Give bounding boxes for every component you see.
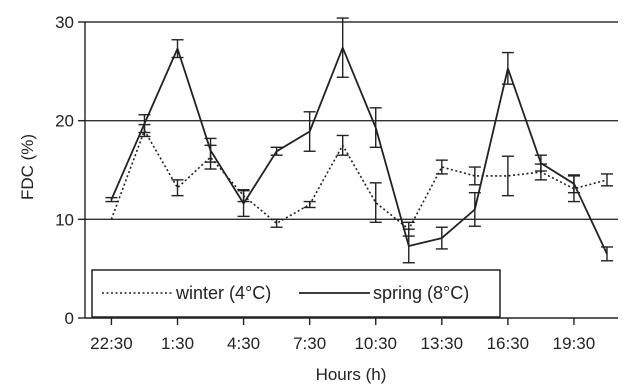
data-point-winter-5 (270, 218, 283, 228)
data-point-winter-15 (600, 173, 613, 187)
data-point-winter-12 (501, 155, 514, 197)
y-axis-label: FDC (%) (18, 134, 37, 200)
data-point-spring-11 (468, 191, 481, 227)
data-point-spring-2 (171, 39, 184, 59)
data-point-spring-10 (435, 226, 448, 250)
y-tick-label-20: 20 (55, 112, 74, 131)
data-point-winter-8 (369, 182, 382, 223)
data-point-spring-7 (336, 17, 349, 78)
data-point-spring-15 (600, 246, 613, 262)
data-point-spring-13 (534, 154, 547, 172)
y-tick-label-30: 30 (55, 13, 74, 32)
legend-label-spring: spring (8°C) (373, 283, 469, 303)
x-tick-label-7: 19:30 (553, 334, 596, 353)
legend-box (91, 269, 501, 318)
legend-label-winter: winter (4°C) (175, 283, 271, 303)
data-point-spring-14 (567, 174, 580, 194)
data-point-spring-9 (402, 228, 415, 264)
data-point-spring-1 (138, 114, 151, 134)
legend: winter (4°C) spring (8°C) (91, 269, 501, 318)
data-point-winter-10 (435, 159, 448, 175)
x-tick-label-3: 7:30 (293, 334, 326, 353)
y-tick-label-0: 0 (65, 309, 74, 328)
data-point-spring-6 (303, 111, 316, 152)
y-axis: 0 10 20 30 (55, 13, 86, 328)
x-tick-label-0: 22:30 (90, 334, 133, 353)
data-point-spring-5 (270, 146, 283, 156)
data-point-spring-3 (204, 137, 217, 163)
series-layer (105, 17, 613, 264)
data-point-winter-11 (468, 166, 481, 186)
x-tick-label-5: 13:30 (421, 334, 464, 353)
x-axis: 22:30 1:30 4:30 7:30 10:30 13:30 16:30 19:30 (85, 317, 618, 353)
data-point-winter-6 (303, 200, 316, 209)
x-axis-label: Hours (h) (316, 365, 387, 384)
series-line-winter (110, 129, 608, 230)
x-tick-label-4: 10:30 (354, 334, 397, 353)
x-tick-label-1: 1:30 (161, 334, 194, 353)
data-point-spring-4 (237, 190, 250, 218)
data-point-spring-0 (105, 196, 118, 203)
x-tick-label-6: 16:30 (487, 334, 530, 353)
x-tick-label-2: 4:30 (227, 334, 260, 353)
y-tick-label-10: 10 (55, 210, 74, 229)
data-point-spring-12 (501, 51, 514, 85)
data-point-spring-8 (369, 107, 382, 149)
data-point-winter-2 (171, 179, 184, 197)
series-line-spring (110, 46, 608, 255)
data-point-winter-7 (336, 134, 349, 156)
grid-lines (85, 21, 618, 221)
